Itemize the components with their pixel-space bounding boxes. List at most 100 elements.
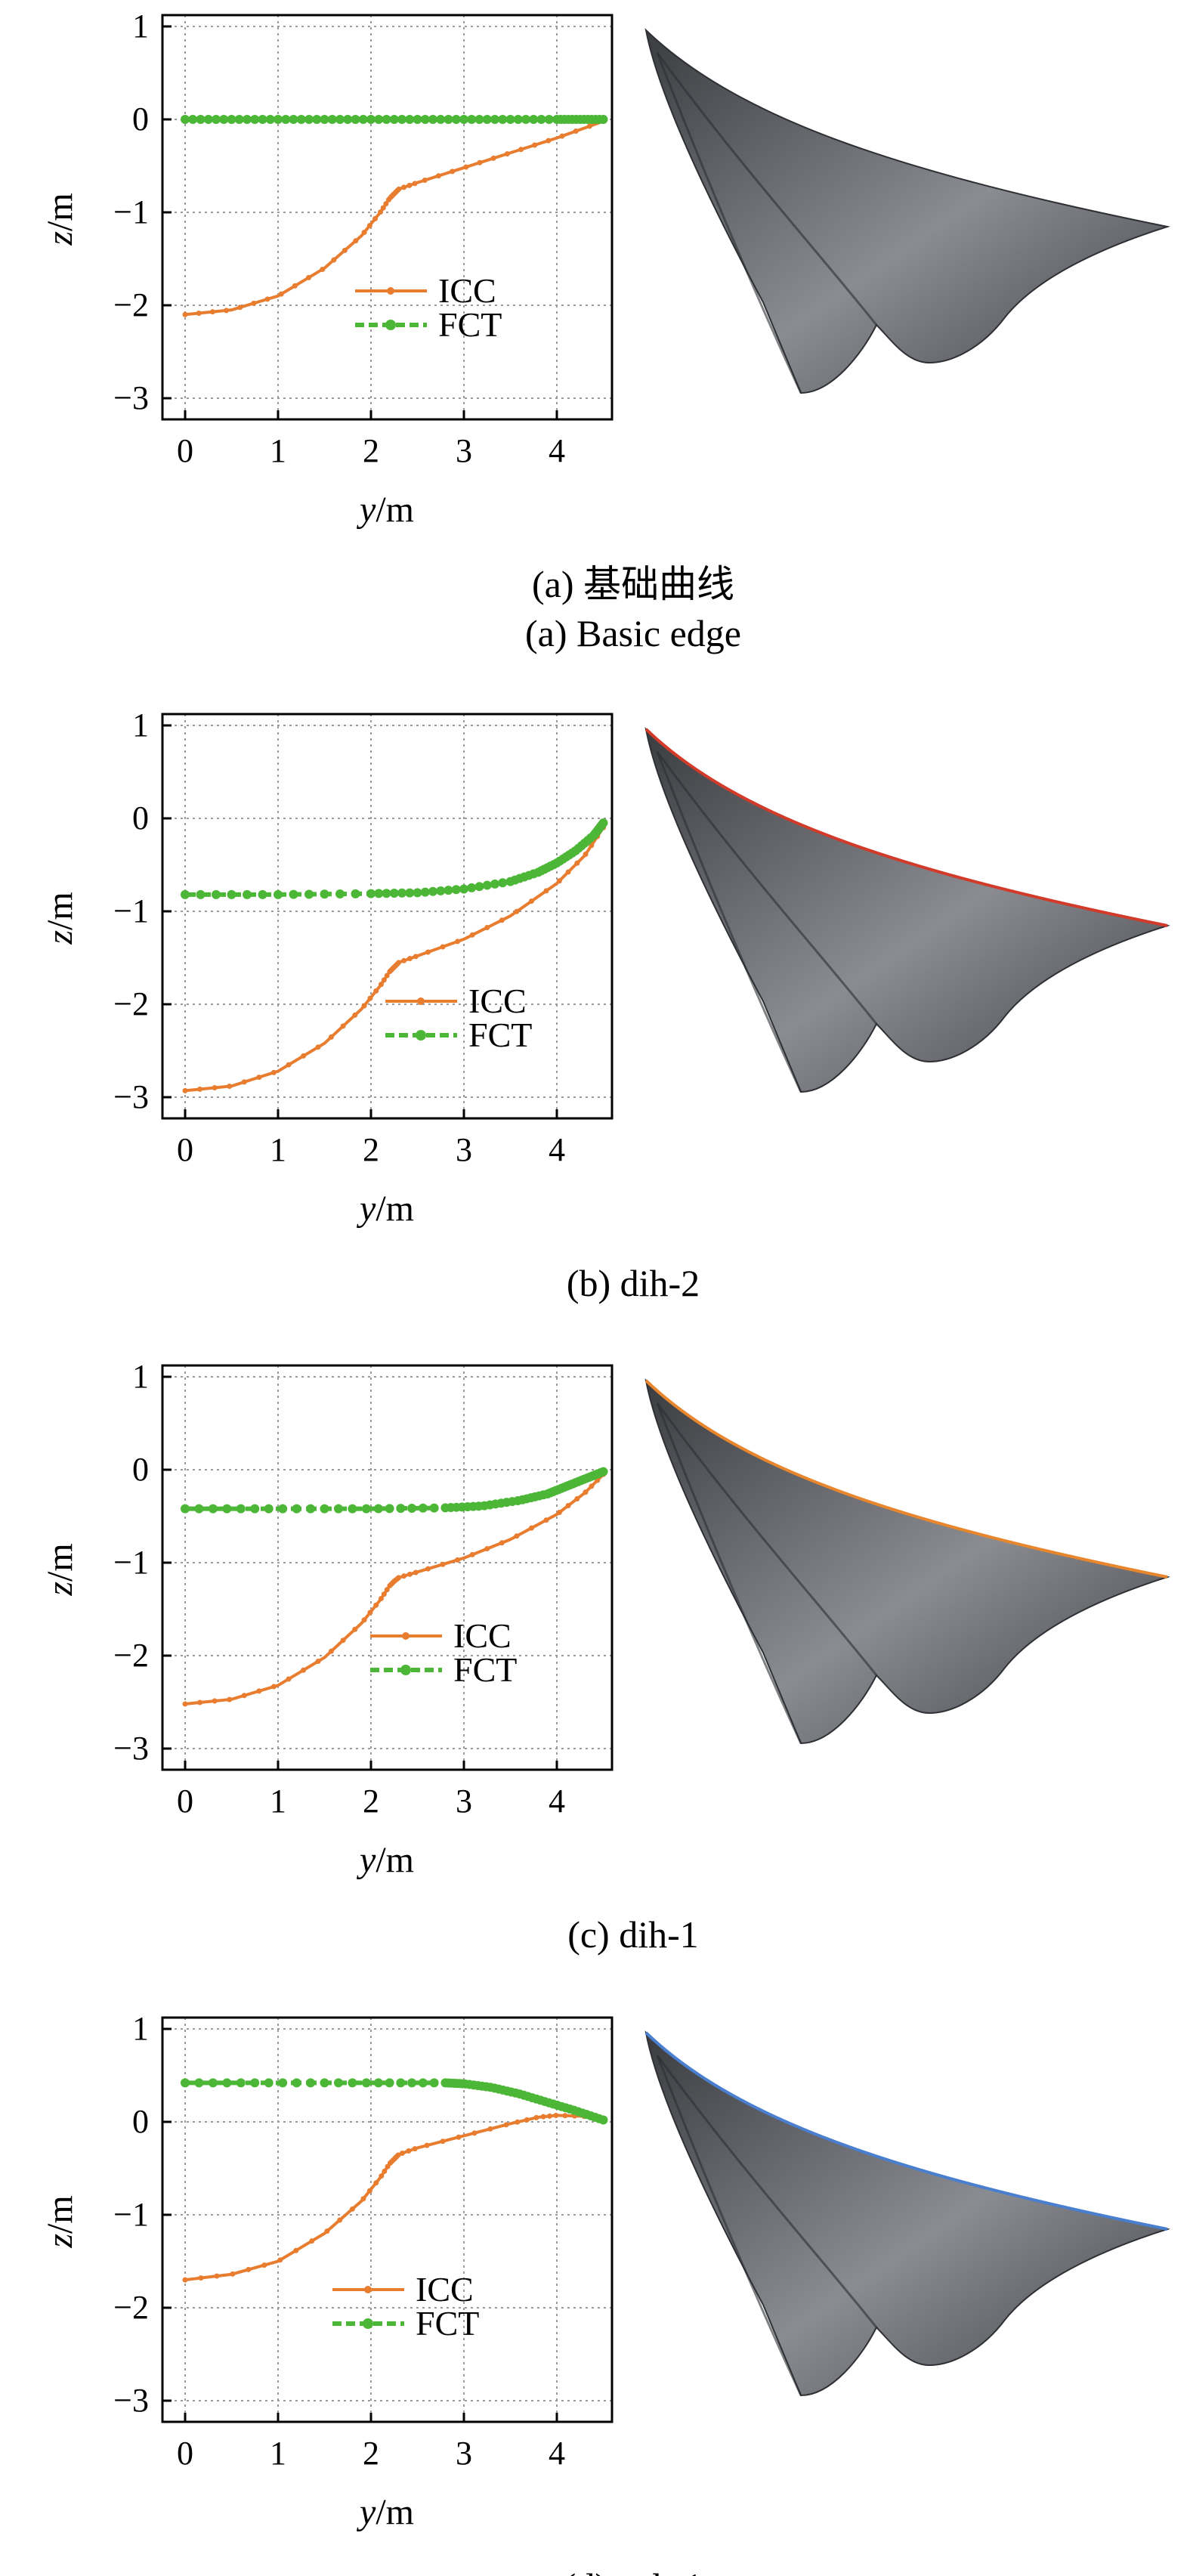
data-point xyxy=(574,860,580,866)
data-point xyxy=(413,954,419,960)
data-point xyxy=(251,300,257,306)
data-point xyxy=(583,852,589,858)
data-point xyxy=(373,988,379,994)
data-point xyxy=(435,173,441,179)
data-point xyxy=(236,2078,246,2088)
y-axis-label-var: z xyxy=(40,2234,80,2249)
data-point xyxy=(418,2078,428,2088)
data-point xyxy=(194,2078,204,2088)
data-point xyxy=(562,2113,568,2119)
data-point xyxy=(286,1676,292,1682)
x-tick-label: 1 xyxy=(270,1783,286,1820)
data-point xyxy=(301,1053,307,1059)
data-point xyxy=(397,115,406,124)
y-axis-label-unit: /m xyxy=(40,892,80,930)
data-point xyxy=(340,1637,346,1644)
data-point xyxy=(250,115,260,124)
data-point xyxy=(197,1699,203,1705)
data-point xyxy=(212,1698,218,1704)
data-point xyxy=(499,1540,505,1546)
data-point xyxy=(312,115,322,124)
x-tick-label: 3 xyxy=(456,1131,472,1168)
data-point xyxy=(378,982,384,988)
data-point xyxy=(455,1557,461,1563)
data-point xyxy=(258,115,267,124)
y-axis-label-unit: /m xyxy=(40,193,80,231)
data-point xyxy=(203,115,213,124)
data-point xyxy=(490,115,499,124)
data-point xyxy=(264,2078,274,2088)
data-point xyxy=(436,886,446,895)
data-point xyxy=(296,115,306,124)
data-point xyxy=(182,1087,188,1093)
data-point xyxy=(556,878,562,884)
data-point xyxy=(455,939,461,945)
data-point xyxy=(504,151,510,157)
waverider-aircraft-blue-edge-icon xyxy=(644,2030,1170,2397)
y-tick-label: −2 xyxy=(113,985,149,1022)
data-point xyxy=(258,889,267,899)
data-point xyxy=(405,115,415,124)
data-point xyxy=(261,2262,267,2268)
x-tick-label: 0 xyxy=(177,1783,193,1820)
series-fct xyxy=(181,818,608,899)
series-icc xyxy=(182,1471,606,1707)
data-point xyxy=(451,885,461,895)
data-point xyxy=(214,2273,220,2279)
data-point xyxy=(540,2114,546,2120)
data-point xyxy=(406,1571,413,1577)
aircraft-ridge xyxy=(656,2055,878,2328)
x-tick-label: 4 xyxy=(549,432,565,469)
legend-icc-label: ICC xyxy=(438,271,496,310)
data-point xyxy=(378,209,384,215)
data-point xyxy=(320,2078,329,2088)
data-point xyxy=(407,1503,417,1513)
data-point xyxy=(293,2247,299,2253)
caption-en: (c) dih-1 xyxy=(567,1913,699,1956)
data-point xyxy=(328,1034,334,1040)
legend-fct-marker xyxy=(385,320,396,330)
data-point xyxy=(406,956,413,962)
data-point xyxy=(598,115,608,124)
data-point xyxy=(274,889,283,899)
data-point xyxy=(181,889,190,899)
data-point xyxy=(366,222,372,228)
y-tick-label: −1 xyxy=(113,892,149,929)
data-point xyxy=(343,115,353,124)
plot-frame xyxy=(161,14,614,421)
data-point xyxy=(256,1075,262,1081)
data-point xyxy=(484,925,490,931)
data-point xyxy=(250,2078,260,2088)
data-point xyxy=(574,1495,580,1501)
grid xyxy=(162,714,612,1118)
data-point xyxy=(236,1504,246,1514)
legend-fct-marker xyxy=(400,1665,411,1675)
data-point xyxy=(395,2152,401,2158)
series-icc xyxy=(182,118,606,317)
x-axis-label-var: y xyxy=(356,490,376,530)
x-tick-label: 3 xyxy=(456,1783,472,1820)
data-point xyxy=(559,133,565,139)
data-point xyxy=(396,1504,406,1514)
series-icc xyxy=(182,2113,606,2283)
data-point xyxy=(440,944,446,950)
plot-frame xyxy=(161,1364,614,1771)
caption-en: (b) dih-2 xyxy=(567,1262,700,1304)
data-point xyxy=(412,2146,418,2152)
data-point xyxy=(241,1079,247,1085)
data-point xyxy=(348,1504,357,1514)
data-point xyxy=(222,2078,232,2088)
data-point xyxy=(444,115,453,124)
data-point xyxy=(197,1086,203,1092)
aircraft-keel xyxy=(656,1402,802,1744)
y-axis-label-var: z xyxy=(40,1582,80,1597)
caption-en: (a) Basic edge xyxy=(525,612,741,654)
data-point xyxy=(301,1667,307,1673)
data-point xyxy=(367,995,373,1001)
data-point xyxy=(306,2078,316,2088)
data-point xyxy=(381,1591,387,1597)
aircraft-leading-edge xyxy=(644,728,1168,927)
data-point xyxy=(353,238,359,244)
